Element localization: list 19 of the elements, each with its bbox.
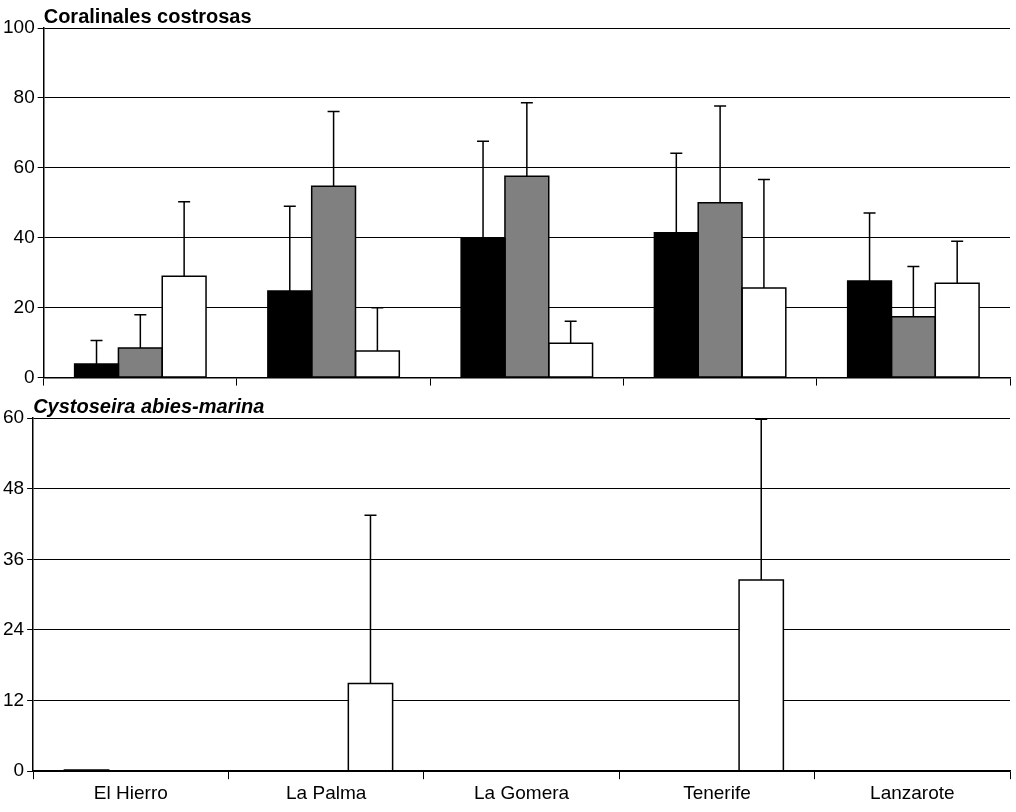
x-tick-label: Lanzarote [870, 781, 955, 803]
y-tick-label: 80 [13, 86, 35, 108]
chart-title: Coralinales costrosas [43, 4, 252, 27]
y-tick-label: 0 [13, 759, 25, 781]
y-tick-label: 0 [24, 365, 35, 387]
y-tick-label: 24 [2, 618, 25, 640]
y-tick-label: 100 [3, 16, 35, 38]
y-tick-label: 20 [13, 295, 35, 317]
y-tick-label: 12 [2, 688, 25, 710]
y-tick-label: 36 [2, 547, 25, 569]
x-tick-label: Tenerife [683, 781, 751, 803]
y-tick-label: 48 [2, 476, 25, 498]
x-tick-label: El Hierro [93, 781, 168, 803]
chart-title: Cystoseira abies-marina [33, 394, 265, 417]
x-tick-label: La Palma [286, 781, 367, 803]
y-tick-label: 60 [2, 406, 25, 428]
y-tick-label: 60 [13, 156, 35, 178]
x-tick-label: La Gomera [474, 781, 570, 803]
y-tick-label: 40 [13, 225, 35, 247]
